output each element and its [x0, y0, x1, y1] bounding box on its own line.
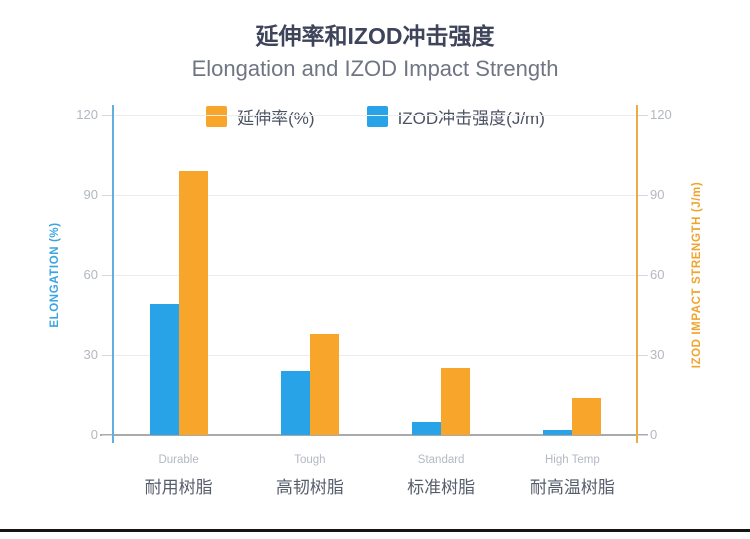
x-label-zh: 高韧树脂	[275, 478, 344, 497]
chart-title-chinese: 延伸率和IZOD冲击强度	[255, 23, 495, 49]
left-y-axis-line	[112, 105, 114, 443]
x-label-en: Tough	[294, 454, 326, 466]
left-y-tick-mark	[102, 355, 112, 356]
left-y-tick-mark	[102, 115, 112, 116]
right-y-tick-mark	[638, 355, 648, 356]
bar-series1-tough	[309, 333, 339, 435]
bar-series1-durable	[178, 171, 208, 435]
right-y-tick-mark	[638, 115, 648, 116]
bar-series0-tough	[280, 371, 310, 435]
x-axis-baseline	[100, 434, 648, 436]
right-y-tick-label: 0	[650, 427, 658, 442]
right-axis-title: IZOD IMPACT STRENGTH (J/m)	[691, 181, 703, 369]
right-y-tick-mark	[638, 435, 648, 436]
chart-title-english: Elongation and IZOD Impact Strength	[191, 56, 559, 81]
right-y-tick-mark	[638, 195, 648, 196]
bar-series1-standard	[441, 368, 471, 435]
right-y-axis-line	[636, 105, 638, 443]
legend-swatch	[206, 105, 228, 127]
bar-group-tough	[244, 115, 375, 435]
left-y-tick-label: 0	[90, 427, 98, 442]
gridline	[113, 275, 638, 276]
gridline	[113, 195, 638, 196]
bar-series0-durable	[149, 304, 179, 435]
left-y-tick-mark	[102, 195, 112, 196]
left-y-tick-label: 90	[83, 187, 98, 202]
right-y-tick-label: 90	[650, 187, 665, 202]
x-label-zh: 耐用树脂	[144, 478, 213, 497]
bar-series0-standard	[412, 421, 442, 435]
x-label-en: Standard	[417, 454, 465, 466]
bar-series1-high-temp	[572, 397, 602, 435]
left-y-tick-mark	[102, 435, 112, 436]
bar-group-high-temp	[507, 115, 638, 435]
left-y-tick-label: 120	[76, 107, 98, 122]
gridline	[113, 355, 638, 356]
legend-swatch	[366, 105, 388, 127]
x-label-en: Durable	[158, 454, 199, 466]
right-y-tick-label: 30	[650, 347, 665, 362]
gridline	[113, 115, 638, 116]
bar-group-durable	[113, 115, 244, 435]
page-bottom-border	[0, 529, 750, 532]
bar-series0-high-temp	[543, 429, 573, 435]
chart-legend: 延伸率(%) IZOD冲击强度(J/m)	[113, 103, 638, 129]
x-label-en: High Temp	[544, 454, 600, 466]
left-y-tick-label: 30	[83, 347, 98, 362]
bar-group-standard	[376, 115, 507, 435]
legend-label: 延伸率(%)	[237, 108, 315, 128]
left-y-tick-label: 60	[83, 267, 98, 282]
left-axis-title: ELONGATION (%)	[49, 222, 61, 328]
right-y-tick-label: 120	[650, 107, 672, 122]
right-y-tick-label: 60	[650, 267, 665, 282]
legend-item-1: IZOD冲击强度(J/m)	[366, 104, 545, 129]
right-y-tick-mark	[638, 275, 648, 276]
left-y-tick-mark	[102, 275, 112, 276]
legend-label: IZOD冲击强度(J/m)	[397, 108, 545, 128]
x-label-zh: 耐高温树脂	[529, 478, 615, 497]
x-label-zh: 标准树脂	[407, 478, 476, 497]
legend-item-0: 延伸率(%)	[206, 104, 315, 129]
